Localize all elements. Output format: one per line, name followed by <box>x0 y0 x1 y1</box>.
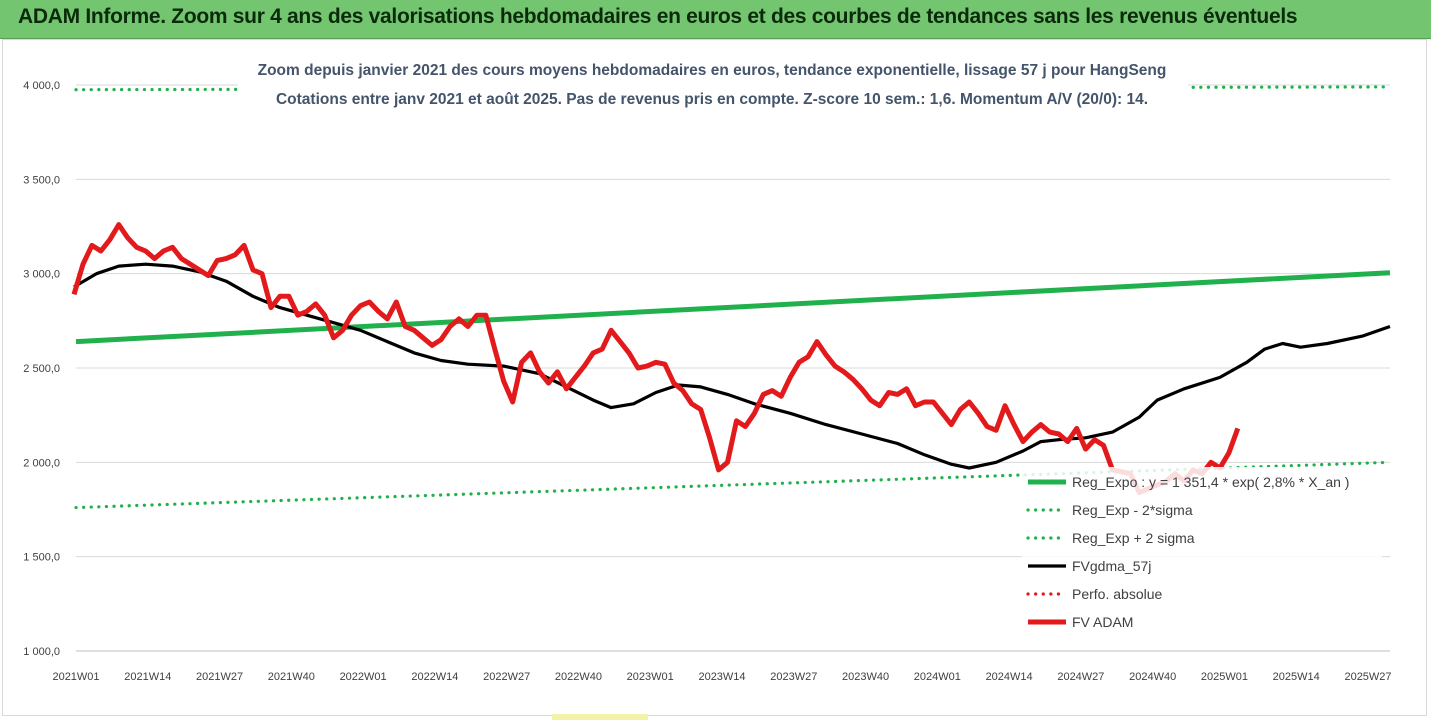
x-tick-label: 2022W01 <box>340 671 387 683</box>
legend-label: Reg_Exp - 2*sigma <box>1072 502 1193 518</box>
x-tick-label: 2025W27 <box>1344 671 1391 683</box>
sheet-tab-stub <box>552 714 648 720</box>
banner: ADAM Informe. Zoom sur 4 ans des valoris… <box>0 0 1431 39</box>
x-tick-label: 2024W40 <box>1129 671 1176 683</box>
y-tick-label: 3 500,0 <box>23 174 60 186</box>
legend-label: Perfo. absolue <box>1072 586 1162 602</box>
x-tick-label: 2023W27 <box>770 671 817 683</box>
legend-label: FV ADAM <box>1072 614 1133 630</box>
y-tick-label: 2 000,0 <box>23 457 60 469</box>
x-tick-label: 2022W14 <box>411 671 458 683</box>
chart-subtitle-line-1: Zoom depuis janvier 2021 des cours moyen… <box>258 62 1167 79</box>
legend-background <box>1022 467 1382 637</box>
y-tick-label: 1 000,0 <box>23 646 60 658</box>
x-tick-label: 2023W01 <box>627 671 674 683</box>
series-layer <box>71 85 1392 510</box>
banner-title: ADAM Informe. Zoom sur 4 ans des valoris… <box>18 5 1298 28</box>
x-axis-ticks: 2021W01 2021W14 2021W27 2021W40 2022W01 2022W… <box>52 671 1391 683</box>
x-tick-label: 2022W27 <box>483 671 530 683</box>
series-line <box>73 262 1391 470</box>
series-line <box>75 270 1391 345</box>
x-tick-label: 2021W01 <box>52 671 99 683</box>
x-tick-label: 2024W27 <box>1057 671 1104 683</box>
legend-label: FVgdma_57j <box>1072 558 1151 574</box>
x-tick-label: 2023W14 <box>698 671 745 683</box>
y-axis-ticks: 1 000,0 1 500,0 2 000,0 2 500,0 3 000,0 3 500… <box>23 80 60 658</box>
chart-subtitle-line-2: Cotations entre janv 2021 et août 2025. … <box>276 91 1148 108</box>
x-tick-label: 2024W01 <box>914 671 961 683</box>
subtitle-background <box>238 54 1188 112</box>
x-tick-label: 2021W14 <box>124 671 171 683</box>
legend: Reg_Expo : y = 1 351,4 * exp( 2,8% * X_a… <box>1022 467 1382 637</box>
y-tick-label: 1 500,0 <box>23 552 60 564</box>
legend-label: Reg_Expo : y = 1 351,4 * exp( 2,8% * X_a… <box>1072 474 1349 490</box>
y-tick-label: 2 500,0 <box>23 363 60 375</box>
x-tick-label: 2021W40 <box>268 671 315 683</box>
legend-label: Reg_Exp + 2 sigma <box>1072 530 1195 546</box>
x-tick-label: 2025W14 <box>1273 671 1320 683</box>
y-tick-label: 3 000,0 <box>23 269 60 281</box>
x-tick-label: 2025W01 <box>1201 671 1248 683</box>
x-tick-label: 2021W27 <box>196 671 243 683</box>
x-tick-label: 2022W40 <box>555 671 602 683</box>
series-line <box>71 222 1241 495</box>
x-tick-label: 2023W40 <box>842 671 889 683</box>
x-tick-label: 2024W14 <box>986 671 1033 683</box>
chart-frame <box>2 39 1427 716</box>
y-tick-label: 4 000,0 <box>23 80 60 92</box>
